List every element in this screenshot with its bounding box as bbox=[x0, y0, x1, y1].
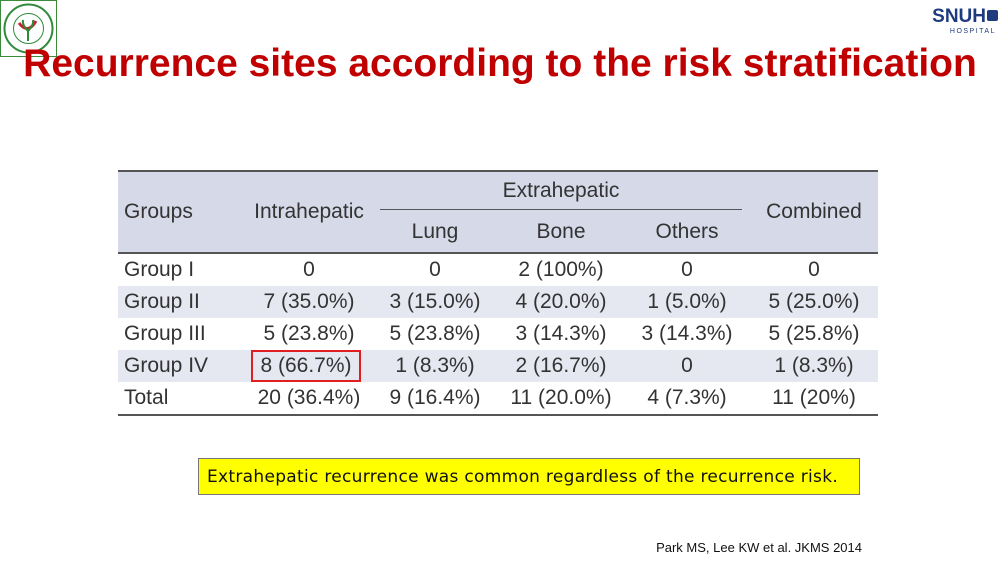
cell-others: 4 (7.3%) bbox=[624, 382, 750, 416]
cell-others: 3 (14.3%) bbox=[641, 322, 733, 345]
header-others: Others bbox=[624, 212, 750, 253]
snuh-logo: SNUH HOSPITAL bbox=[910, 4, 1000, 40]
cell-lung: 5 (23.8%) bbox=[389, 322, 481, 345]
cell-group: Total bbox=[118, 382, 246, 416]
recurrence-table: Groups Intrahepatic Extrahepatic Combine… bbox=[118, 170, 878, 416]
cell-group: Group II bbox=[118, 286, 246, 318]
cell-lung: 9 (16.4%) bbox=[372, 382, 498, 416]
callout-note: Extrahepatic recurrence was common regar… bbox=[198, 458, 860, 495]
slide-title-text: Recurrence sites according to the risk s… bbox=[23, 42, 977, 85]
cell-intrahepatic: 0 bbox=[303, 258, 315, 281]
cell-intrahepatic: 7 (35.0%) bbox=[246, 286, 372, 318]
table-row: Group III 5 (23.8%) 5 (23.8%) 3 (14.3%) … bbox=[118, 318, 878, 350]
cell-group: Group III bbox=[124, 322, 206, 345]
citation: Park MS, Lee KW et al. JKMS 2014 bbox=[656, 540, 862, 555]
brand-subtitle: HOSPITAL bbox=[949, 28, 996, 35]
cell-others: 0 bbox=[681, 258, 693, 281]
cell-combined: 1 (8.3%) bbox=[750, 350, 878, 382]
cell-intrahepatic: 5 (23.8%) bbox=[263, 322, 355, 345]
table-row-total: Total 20 (36.4%) 9 (16.4%) 11 (20.0%) 4 … bbox=[118, 382, 878, 416]
cell-combined: 5 (25.0%) bbox=[750, 286, 878, 318]
table-row: Group I 0 0 2 (100%) 0 0 bbox=[118, 253, 878, 286]
cell-others: 1 (5.0%) bbox=[624, 286, 750, 318]
cell-intrahepatic-highlighted: 8 (66.7%) bbox=[246, 350, 372, 382]
header-groups: Groups bbox=[118, 171, 246, 253]
header-lung: Lung bbox=[372, 212, 498, 253]
header-extrahepatic-label: Extrahepatic bbox=[380, 175, 742, 210]
slide-title: Recurrence sites according to the risk s… bbox=[0, 40, 1000, 88]
cell-bone: 11 (20.0%) bbox=[498, 382, 624, 416]
highlight-box: 8 (66.7%) bbox=[251, 350, 361, 382]
cell-combined: 5 (25.8%) bbox=[768, 322, 860, 345]
cell-bone: 2 (100%) bbox=[518, 258, 604, 281]
header-extrahepatic: Extrahepatic bbox=[372, 171, 750, 212]
table-row: Group IV 8 (66.7%) 1 (8.3%) 2 (16.7%) 0 … bbox=[118, 350, 878, 382]
cell-intrahepatic: 20 (36.4%) bbox=[246, 382, 372, 416]
header-bone: Bone bbox=[498, 212, 624, 253]
brand-name: SNUH bbox=[932, 6, 986, 27]
cell-others: 0 bbox=[624, 350, 750, 382]
cell-group: Group I bbox=[124, 258, 195, 281]
cell-bone: 2 (16.7%) bbox=[498, 350, 624, 382]
header-intrahepatic: Intrahepatic bbox=[246, 171, 372, 253]
header-combined: Combined bbox=[750, 171, 878, 253]
cell-lung: 3 (15.0%) bbox=[372, 286, 498, 318]
cell-group: Group IV bbox=[118, 350, 246, 382]
cell-combined: 0 bbox=[808, 258, 820, 281]
cell-lung: 1 (8.3%) bbox=[372, 350, 498, 382]
brand-mark-icon bbox=[987, 10, 998, 21]
cell-bone: 4 (20.0%) bbox=[498, 286, 624, 318]
association-logo bbox=[0, 0, 57, 57]
cell-combined: 11 (20%) bbox=[750, 382, 878, 416]
cell-bone: 3 (14.3%) bbox=[515, 322, 607, 345]
table-row: Group II 7 (35.0%) 3 (15.0%) 4 (20.0%) 1… bbox=[118, 286, 878, 318]
cell-lung: 0 bbox=[429, 258, 441, 281]
